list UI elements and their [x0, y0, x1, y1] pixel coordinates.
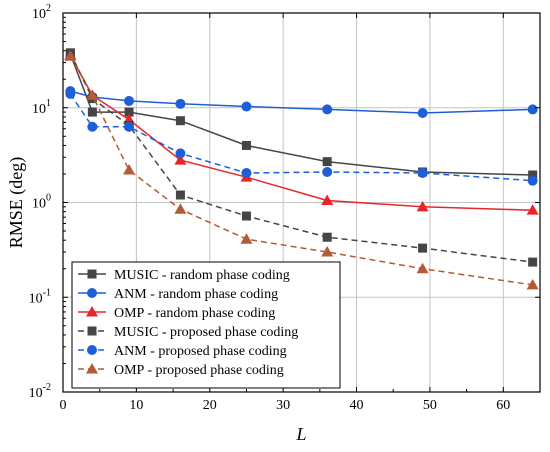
series-3 [64, 49, 539, 215]
legend-entry: OMP - proposed phase coding [78, 363, 284, 378]
legend-marker [86, 306, 98, 317]
data-point [174, 154, 187, 165]
series-6 [64, 50, 539, 290]
data-point [322, 232, 332, 242]
data-point [417, 108, 428, 119]
data-point [528, 257, 538, 267]
legend-label: ANM - proposed phase coding [114, 344, 287, 359]
y-tick-label: 101 [32, 98, 51, 117]
legend-marker [87, 326, 97, 336]
y-tick-label-base: 10 [32, 197, 46, 212]
y-tick-label-base: 10 [32, 102, 46, 117]
data-point [241, 167, 252, 178]
legend-marker [86, 363, 98, 374]
data-point [87, 121, 98, 132]
data-point [175, 98, 186, 109]
data-point [124, 121, 135, 132]
data-point [124, 95, 135, 106]
legend-label: MUSIC - random phase coding [114, 268, 290, 283]
y-tick-label: 10-2 [29, 382, 51, 401]
x-tick-label: 0 [60, 398, 67, 413]
y-tick-label-base: 10 [32, 7, 46, 22]
y-tick-label: 10-1 [29, 287, 51, 306]
data-point [123, 164, 136, 175]
legend-marker [87, 288, 97, 298]
data-point [418, 243, 428, 253]
series-5 [65, 88, 538, 186]
x-tick-label: 50 [423, 398, 437, 413]
x-tick-label: 20 [203, 398, 217, 413]
series-line [69, 54, 533, 211]
series-line [69, 52, 533, 263]
data-point [175, 190, 185, 200]
x-tick-label: 40 [350, 398, 364, 413]
legend-marker [87, 269, 97, 279]
data-point [322, 166, 333, 177]
x-tick-label: 60 [496, 398, 510, 413]
data-point [240, 233, 253, 244]
legend-entry: OMP - random phase coding [78, 306, 275, 321]
plot-series [64, 48, 539, 290]
data-point [321, 194, 334, 205]
data-point [417, 167, 428, 178]
data-point [322, 157, 332, 167]
y-tick-label-base: 10 [29, 386, 43, 401]
series-line [69, 93, 533, 182]
data-point [87, 107, 97, 117]
legend-label: OMP - proposed phase coding [114, 363, 284, 378]
legend: MUSIC - random phase coding ANM - random … [71, 261, 341, 389]
data-point [526, 278, 539, 290]
data-point [64, 50, 77, 61]
legend-marker [87, 345, 97, 355]
series-line [69, 55, 533, 286]
legend-label: ANM - random phase coding [114, 287, 278, 302]
y-tick-label-exponent: 0 [46, 193, 51, 204]
data-point [528, 170, 538, 180]
data-point [241, 101, 252, 112]
legend-box [71, 261, 341, 389]
series-line [69, 53, 533, 176]
y-tick-label: 102 [32, 3, 51, 22]
data-point [65, 88, 76, 99]
data-point [526, 204, 539, 215]
y-tick-label-exponent: -2 [43, 382, 51, 393]
x-tick-label: 10 [129, 398, 143, 413]
data-point [321, 246, 334, 257]
data-point [86, 89, 99, 100]
legend-entry: MUSIC - random phase coding [78, 268, 290, 283]
data-point [174, 203, 187, 214]
y-tick-label-exponent: -1 [43, 287, 51, 298]
legend-label: OMP - random phase coding [114, 306, 275, 321]
y-tick-label-exponent: 2 [46, 3, 51, 14]
data-point [322, 104, 333, 115]
data-point [175, 148, 186, 159]
data-point [241, 211, 251, 221]
data-point [416, 200, 429, 212]
y-axis-title: RMSE (deg) [6, 157, 27, 249]
x-axis-title: L [295, 424, 306, 444]
data-point [241, 140, 251, 150]
series-line [70, 90, 533, 114]
data-point [527, 175, 538, 186]
x-tick-label: 30 [276, 398, 290, 413]
y-tick-label-base: 10 [29, 291, 43, 306]
data-point [527, 104, 538, 115]
data-point [175, 116, 185, 126]
y-tick-label-exponent: 1 [46, 98, 51, 109]
legend-entry: ANM - random phase coding [78, 287, 278, 302]
legend-entry: MUSIC - proposed phase coding [78, 325, 298, 340]
y-tick-label: 100 [32, 193, 51, 212]
legend-entry: ANM - proposed phase coding [78, 344, 287, 359]
data-point [416, 262, 429, 274]
data-point [124, 107, 134, 117]
legend-label: MUSIC - proposed phase coding [114, 325, 298, 340]
